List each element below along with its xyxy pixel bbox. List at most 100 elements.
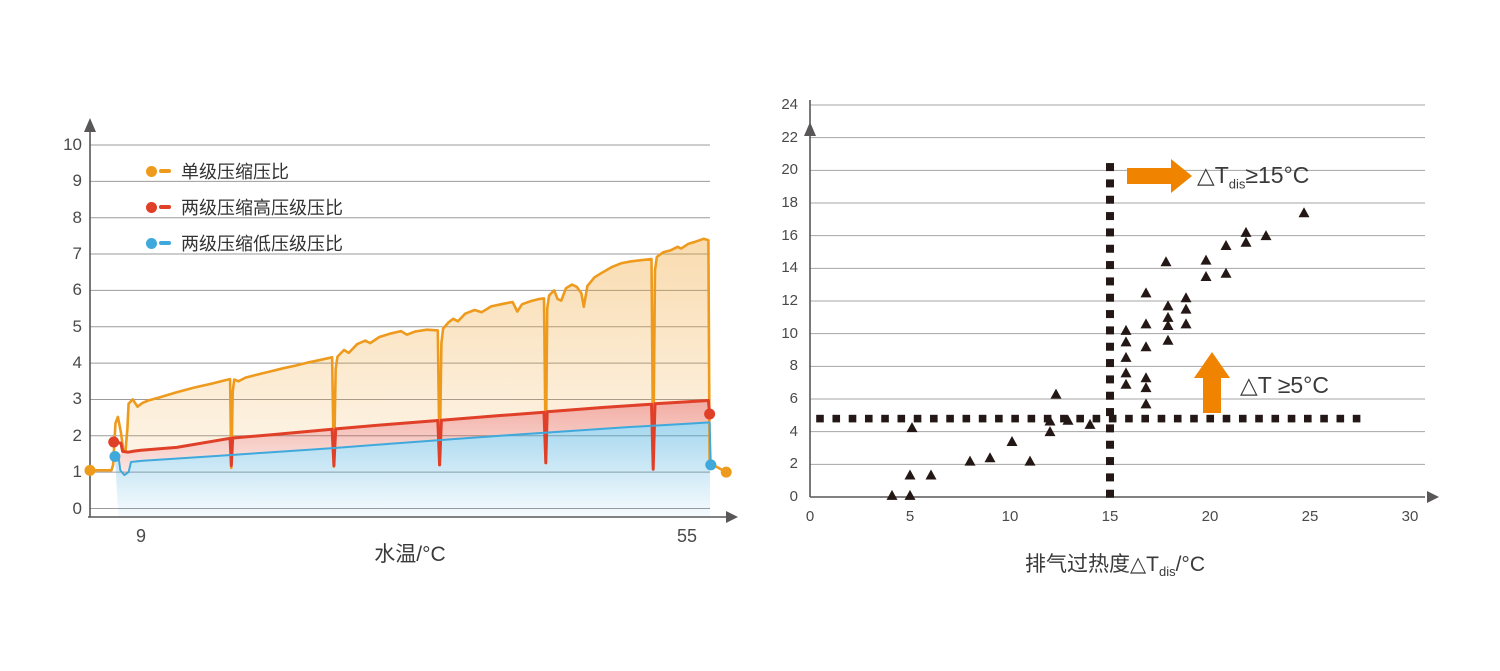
scatter-point <box>1006 435 1018 446</box>
left-ytick-2: 2 <box>72 425 82 445</box>
legend-marker-orange-icon <box>146 165 171 177</box>
scatter-point <box>1140 398 1152 409</box>
area-low-stage <box>114 422 711 517</box>
horizontal-threshold-square <box>1255 414 1263 423</box>
vertical-threshold-square <box>1106 195 1114 204</box>
endpoint-dot-1 <box>704 408 716 420</box>
scatter-point <box>1120 351 1132 362</box>
scatter-point <box>1140 382 1152 393</box>
vertical-threshold-square <box>1106 179 1114 188</box>
horizontal-threshold-square <box>1173 414 1182 423</box>
arrow-right-shaft <box>1127 168 1171 184</box>
right-ytick-12: 12 <box>781 292 798 309</box>
legend-item-single-stage: 单级压缩压比 <box>146 153 343 189</box>
horizontal-threshold-square <box>1320 414 1328 423</box>
right-xtick-0: 0 <box>805 508 815 525</box>
horizontal-threshold-square <box>1027 414 1036 423</box>
left-ytick-9: 9 <box>72 171 82 191</box>
left-ytick-0: 0 <box>72 498 82 518</box>
horizontal-threshold-square <box>930 414 938 423</box>
horizontal-threshold-square <box>1352 414 1361 423</box>
scatter-point <box>1044 426 1056 437</box>
scatter-point <box>964 455 976 466</box>
horizontal-threshold-square <box>962 414 971 423</box>
scatter-point <box>1140 341 1152 352</box>
vertical-threshold-square <box>1106 440 1114 449</box>
arrow-right-icon <box>1171 159 1192 193</box>
scatter-point <box>1162 334 1174 345</box>
right-xaxis-arrow-icon <box>1427 491 1439 503</box>
left-chart-legend: 单级压缩压比 两级压缩高压级压比 两级压缩低压级压比 <box>146 153 343 261</box>
scatter-point <box>1160 256 1172 267</box>
left-xaxis-arrow-icon <box>726 511 738 523</box>
horizontal-threshold-square <box>1190 414 1198 423</box>
scatter-point <box>1162 311 1174 322</box>
vertical-threshold-square <box>1106 293 1114 302</box>
scatter-point <box>904 489 916 500</box>
right-xtick-5: 5 <box>905 508 915 525</box>
horizontal-threshold-square <box>1011 414 1019 423</box>
horizontal-threshold-square <box>913 414 922 423</box>
horizontal-threshold-square <box>1157 414 1166 423</box>
vertical-threshold-square <box>1106 342 1114 351</box>
right-ytick-0: 0 <box>789 488 798 505</box>
left-xtick-55: 55 <box>677 526 698 546</box>
scatter-point <box>1140 318 1152 329</box>
horizontal-threshold-square <box>978 414 987 423</box>
vertical-threshold-square <box>1106 163 1114 172</box>
scatter-point <box>1240 226 1252 237</box>
left-xaxis-title: 水温/°C <box>374 543 446 566</box>
right-ytick-8: 8 <box>789 357 798 375</box>
right-ytick-14: 14 <box>781 259 798 277</box>
vertical-threshold-square <box>1106 424 1114 433</box>
vertical-threshold-square <box>1106 408 1114 417</box>
scatter-point <box>1220 267 1232 278</box>
scatter-point <box>1162 320 1174 331</box>
annotation-sub: dis <box>1228 176 1246 192</box>
horizontal-threshold-square <box>1206 414 1215 423</box>
left-yaxis-arrow-icon <box>84 118 96 132</box>
horizontal-threshold-square <box>1125 414 1133 423</box>
horizontal-threshold-square <box>1141 414 1149 423</box>
legend-item-low-stage: 两级压缩低压级压比 <box>146 225 343 261</box>
endpoint-dot-1 <box>108 436 120 448</box>
right-ytick-6: 6 <box>789 390 798 407</box>
right-xaxis-title: 排气过热度△Tdis/°C <box>900 548 1330 579</box>
right-xtick-20: 20 <box>1201 508 1219 525</box>
annotation-prefix: △T <box>1240 372 1278 398</box>
left-ytick-1: 1 <box>72 462 82 482</box>
right-xtick-10: 10 <box>1001 508 1019 525</box>
right-ytick-22: 22 <box>781 128 798 146</box>
annotation-tdis-threshold: △Tdis≥15°C <box>1197 162 1309 192</box>
horizontal-threshold-square <box>1092 414 1101 423</box>
scatter-point <box>1298 207 1310 218</box>
right-xtick-15: 15 <box>1101 508 1119 525</box>
endpoint-dot-2 <box>109 451 121 463</box>
endpoint-dot-0 <box>84 464 96 476</box>
scatter-point <box>1120 378 1132 389</box>
left-ytick-6: 6 <box>72 280 82 300</box>
right-ytick-16: 16 <box>781 226 798 244</box>
left-ytick-8: 8 <box>72 207 82 227</box>
left-ytick-10: 10 <box>63 135 82 154</box>
annotation-suffix: ≥15°C <box>1245 162 1310 188</box>
scatter-point <box>1162 300 1174 311</box>
curve-low-stage <box>114 421 712 477</box>
right-xaxis-title-prefix: 排气过热度△T <box>1024 553 1159 576</box>
vertical-threshold-square <box>1106 212 1114 221</box>
horizontal-threshold-square <box>848 414 857 423</box>
horizontal-threshold-square <box>1238 414 1247 423</box>
vertical-threshold-square <box>1106 261 1114 270</box>
scatter-point <box>1260 230 1272 241</box>
horizontal-threshold-square <box>1287 414 1296 423</box>
right-xtick-25: 25 <box>1301 508 1319 525</box>
curve-single-stage <box>90 237 727 474</box>
horizontal-threshold-square <box>1271 414 1280 423</box>
horizontal-threshold-square <box>864 414 873 423</box>
annotation-prefix: △T <box>1197 162 1229 188</box>
right-ytick-20: 20 <box>781 161 798 179</box>
left-ytick-7: 7 <box>72 244 82 264</box>
right-yaxis-arrow-icon <box>804 122 816 136</box>
